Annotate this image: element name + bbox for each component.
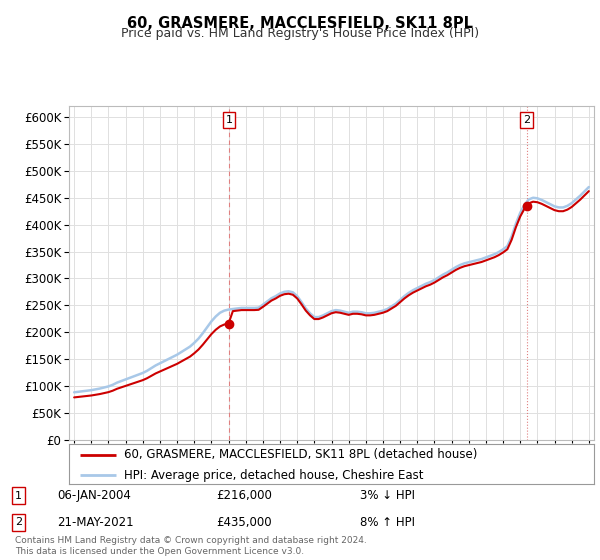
Text: Price paid vs. HM Land Registry's House Price Index (HPI): Price paid vs. HM Land Registry's House …	[121, 27, 479, 40]
Text: 60, GRASMERE, MACCLESFIELD, SK11 8PL (detached house): 60, GRASMERE, MACCLESFIELD, SK11 8PL (de…	[124, 448, 478, 461]
Text: 2: 2	[523, 115, 530, 125]
Text: £216,000: £216,000	[216, 489, 272, 502]
Text: 8% ↑ HPI: 8% ↑ HPI	[360, 516, 415, 529]
Text: 1: 1	[226, 115, 232, 125]
Text: 1: 1	[15, 491, 22, 501]
Text: HPI: Average price, detached house, Cheshire East: HPI: Average price, detached house, Ches…	[124, 469, 424, 482]
Text: 60, GRASMERE, MACCLESFIELD, SK11 8PL: 60, GRASMERE, MACCLESFIELD, SK11 8PL	[127, 16, 473, 31]
Text: £435,000: £435,000	[216, 516, 272, 529]
Text: Contains HM Land Registry data © Crown copyright and database right 2024.
This d: Contains HM Land Registry data © Crown c…	[15, 536, 367, 556]
Text: 2: 2	[15, 517, 22, 528]
Text: 06-JAN-2004: 06-JAN-2004	[57, 489, 131, 502]
Text: 21-MAY-2021: 21-MAY-2021	[57, 516, 134, 529]
Text: 3% ↓ HPI: 3% ↓ HPI	[360, 489, 415, 502]
